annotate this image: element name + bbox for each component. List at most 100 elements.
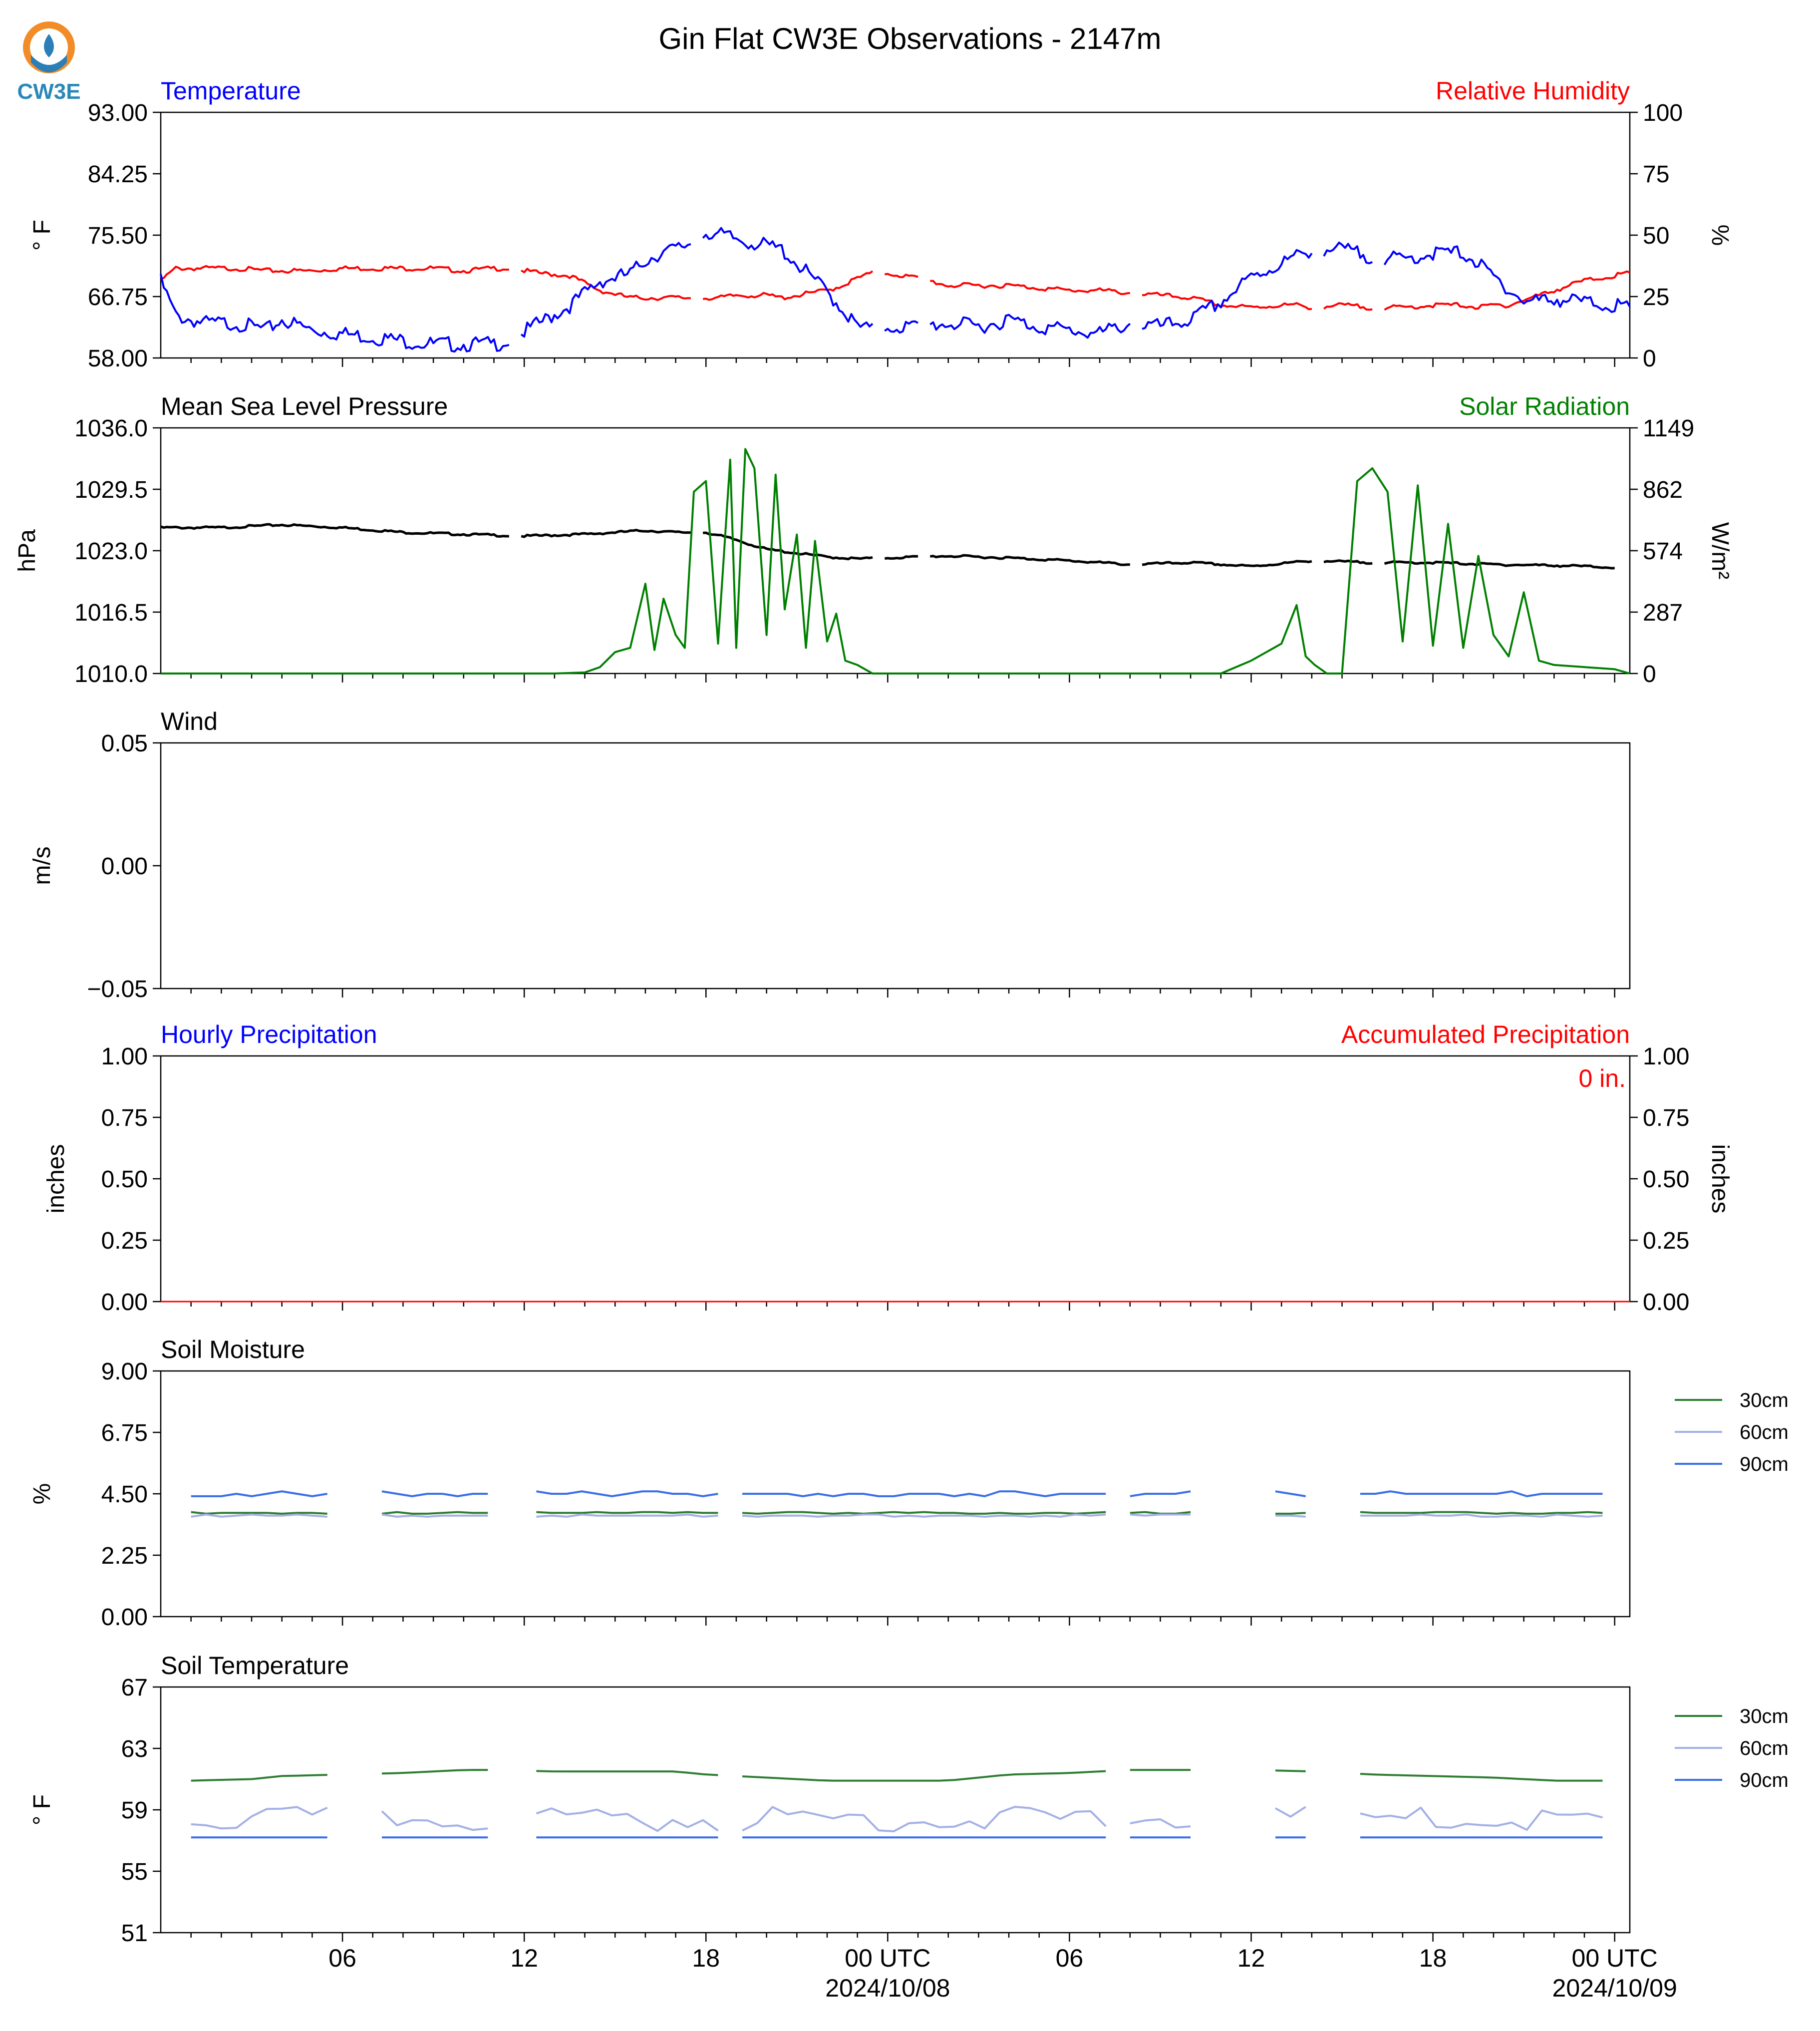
solar-radiation-line bbox=[161, 448, 1630, 675]
temperature-line bbox=[1142, 249, 1313, 330]
y-tick-label: 55 bbox=[121, 1859, 148, 1885]
x-tick-label: 06 bbox=[1056, 1944, 1084, 1972]
soil-temp-legend-label: 30cm bbox=[1740, 1705, 1789, 1727]
soil-moisture-90cm-line bbox=[1275, 1490, 1306, 1497]
y-tick-label: 1.00 bbox=[101, 1043, 148, 1070]
cw3e-logo-icon: CW3E bbox=[17, 21, 81, 104]
y-tick-label: 0.00 bbox=[101, 1604, 148, 1631]
soil-temp-30cm-line bbox=[742, 1770, 1106, 1782]
y-tick-label: 84.25 bbox=[88, 161, 148, 188]
soil-moisture-legend-label: 60cm bbox=[1740, 1421, 1789, 1443]
panel-title-left: Soil Moisture bbox=[161, 1336, 305, 1363]
y-tick-label: 67 bbox=[121, 1675, 148, 1701]
y-tick-label: 0.50 bbox=[101, 1166, 148, 1193]
y-tick-label-right: 75 bbox=[1643, 161, 1669, 188]
panel-title-left: Hourly Precipitation bbox=[161, 1020, 377, 1048]
soil-temp-60cm-line bbox=[536, 1807, 719, 1832]
y-tick-label: 1010.0 bbox=[74, 661, 148, 687]
pressure-line bbox=[929, 554, 1130, 566]
humidity-line bbox=[930, 280, 1130, 295]
y-tick-label-right: 0 bbox=[1643, 345, 1656, 372]
soil-temp-60cm-line bbox=[742, 1806, 1107, 1832]
y-tick-label: 4.50 bbox=[101, 1481, 148, 1508]
humidity-line bbox=[160, 265, 509, 280]
soil-temp-30cm-line bbox=[381, 1769, 488, 1775]
y-tick-label: 63 bbox=[121, 1736, 148, 1762]
x-date-label: 2024/10/08 bbox=[825, 1974, 950, 2002]
y-tick-label-right: 0.00 bbox=[1643, 1289, 1689, 1316]
temperature-line bbox=[160, 274, 510, 353]
x-date-label: 2024/10/09 bbox=[1552, 1974, 1677, 2002]
soil-temp-legend-label: 90cm bbox=[1740, 1769, 1789, 1791]
y-tick-label: 93.00 bbox=[88, 100, 148, 126]
y-axis-label: hPa bbox=[14, 529, 40, 572]
soil-moisture-60cm-line bbox=[191, 1513, 327, 1518]
y-tick-label-right: 0.25 bbox=[1643, 1228, 1689, 1254]
soil-moisture-90cm-line bbox=[1130, 1490, 1191, 1497]
y-tick-label-right: 0.50 bbox=[1643, 1166, 1689, 1193]
humidity-line bbox=[885, 273, 918, 279]
temperature-line bbox=[1323, 241, 1373, 265]
y-tick-label: 2.25 bbox=[101, 1543, 148, 1569]
soil-temp-30cm-line bbox=[1275, 1769, 1306, 1772]
soil-moisture-30cm-line bbox=[1360, 1511, 1603, 1515]
y-tick-label: 75.50 bbox=[88, 223, 148, 249]
y-tick-label-right: 0.75 bbox=[1643, 1105, 1689, 1131]
y-tick-label-right: 100 bbox=[1643, 100, 1683, 126]
humidity-line bbox=[521, 268, 691, 301]
y-tick-label: 9.00 bbox=[101, 1358, 148, 1385]
y-axis-label-right: % bbox=[1707, 225, 1733, 246]
accumulated-precip-annotation: 0 in. bbox=[1578, 1064, 1626, 1092]
soil-temp-legend-label: 60cm bbox=[1740, 1737, 1789, 1759]
soil-temp-60cm-line bbox=[381, 1810, 488, 1831]
y-tick-label: −0.05 bbox=[87, 976, 148, 1003]
panel-frame-2 bbox=[160, 742, 1631, 990]
soil-moisture-legend-label: 30cm bbox=[1740, 1389, 1789, 1411]
pressure-line bbox=[1323, 559, 1373, 565]
panel-title-right: Solar Radiation bbox=[1459, 392, 1630, 420]
pressure-line bbox=[521, 529, 691, 538]
soil-moisture-90cm-line bbox=[381, 1490, 488, 1497]
pressure-line bbox=[885, 555, 918, 560]
soil-temp-60cm-line bbox=[1360, 1806, 1603, 1831]
soil-moisture-60cm-line bbox=[1130, 1513, 1191, 1517]
soil-moisture-60cm-line bbox=[1275, 1514, 1306, 1518]
y-axis-label: % bbox=[29, 1483, 55, 1505]
panel-title-left: Temperature bbox=[161, 77, 301, 105]
x-tick-label: 18 bbox=[692, 1944, 720, 1972]
y-tick-label-right: 574 bbox=[1643, 538, 1683, 565]
panel-title-left: Wind bbox=[161, 707, 218, 735]
page-title: Gin Flat CW3E Observations - 2147m bbox=[658, 22, 1161, 55]
soil-moisture-60cm-line bbox=[1360, 1513, 1603, 1518]
soil-temp-30cm-line bbox=[536, 1770, 718, 1776]
soil-moisture-30cm-line bbox=[536, 1511, 718, 1514]
panel-frame-0 bbox=[160, 111, 1631, 359]
x-tick-label: 18 bbox=[1419, 1944, 1447, 1972]
temperature-line bbox=[520, 242, 691, 338]
y-tick-label: 66.75 bbox=[88, 284, 148, 311]
soil-moisture-30cm-line bbox=[381, 1511, 488, 1515]
y-axis-label-right: inches bbox=[1707, 1144, 1733, 1214]
y-axis-label: inches bbox=[43, 1144, 69, 1214]
y-tick-label: 58.00 bbox=[88, 345, 148, 372]
humidity-line bbox=[1384, 270, 1630, 311]
soil-moisture-30cm-line bbox=[191, 1511, 327, 1515]
pressure-line bbox=[1142, 560, 1312, 567]
panel-frame-3 bbox=[160, 1055, 1631, 1303]
soil-temp-60cm-line bbox=[1130, 1818, 1191, 1829]
y-tick-label: 51 bbox=[121, 1920, 148, 1947]
y-tick-label: 0.25 bbox=[101, 1228, 148, 1254]
soil-temp-60cm-line bbox=[191, 1806, 328, 1830]
panel-title-right: Relative Humidity bbox=[1436, 77, 1630, 105]
panels: 58.00 66.75 75.50 84.25 93.00 0 25 50 75 100 Tempe… bbox=[14, 77, 1789, 1947]
y-tick-label-right: 1149 bbox=[1643, 415, 1694, 442]
humidity-line bbox=[1142, 292, 1312, 311]
y-tick-label: 0.00 bbox=[101, 853, 148, 880]
y-tick-label: 59 bbox=[121, 1797, 148, 1824]
soil-moisture-90cm-line bbox=[1360, 1490, 1603, 1497]
temperature-line bbox=[1383, 245, 1631, 313]
soil-moisture-90cm-line bbox=[742, 1490, 1106, 1497]
